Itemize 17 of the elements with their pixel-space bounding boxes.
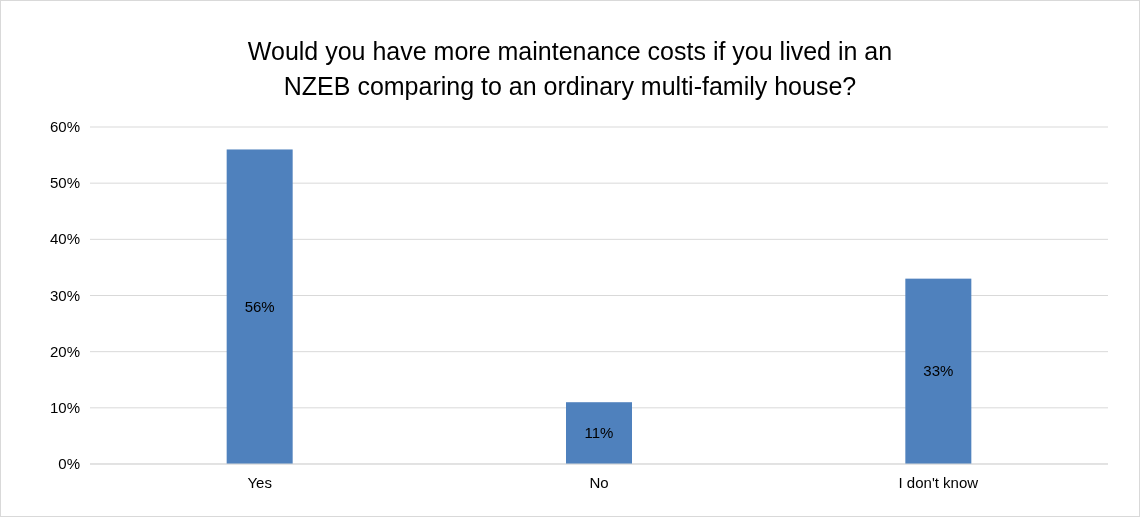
y-tick-label: 60% — [49, 118, 80, 135]
x-tick-label: Yes — [247, 474, 272, 491]
y-tick-label: 50% — [49, 174, 80, 192]
y-tick-label: 10% — [49, 398, 80, 416]
y-tick-label: 30% — [49, 286, 80, 304]
data-label: 11% — [584, 424, 614, 442]
data-label: 56% — [244, 297, 275, 315]
data-label: 33% — [923, 362, 954, 380]
y-tick-label: 40% — [49, 230, 80, 248]
y-tick-label: 20% — [49, 342, 80, 360]
bar — [226, 149, 293, 464]
y-tick-label: 0% — [58, 455, 80, 472]
x-tick-label: No — [589, 474, 609, 491]
chart-title: Would you have more maintenance costs if you lived in an NZEB comparing to an ordinary multi-family house? — [247, 37, 893, 100]
bar — [905, 278, 972, 464]
bar — [566, 402, 632, 464]
x-tick-label: I don't know — [898, 474, 979, 491]
